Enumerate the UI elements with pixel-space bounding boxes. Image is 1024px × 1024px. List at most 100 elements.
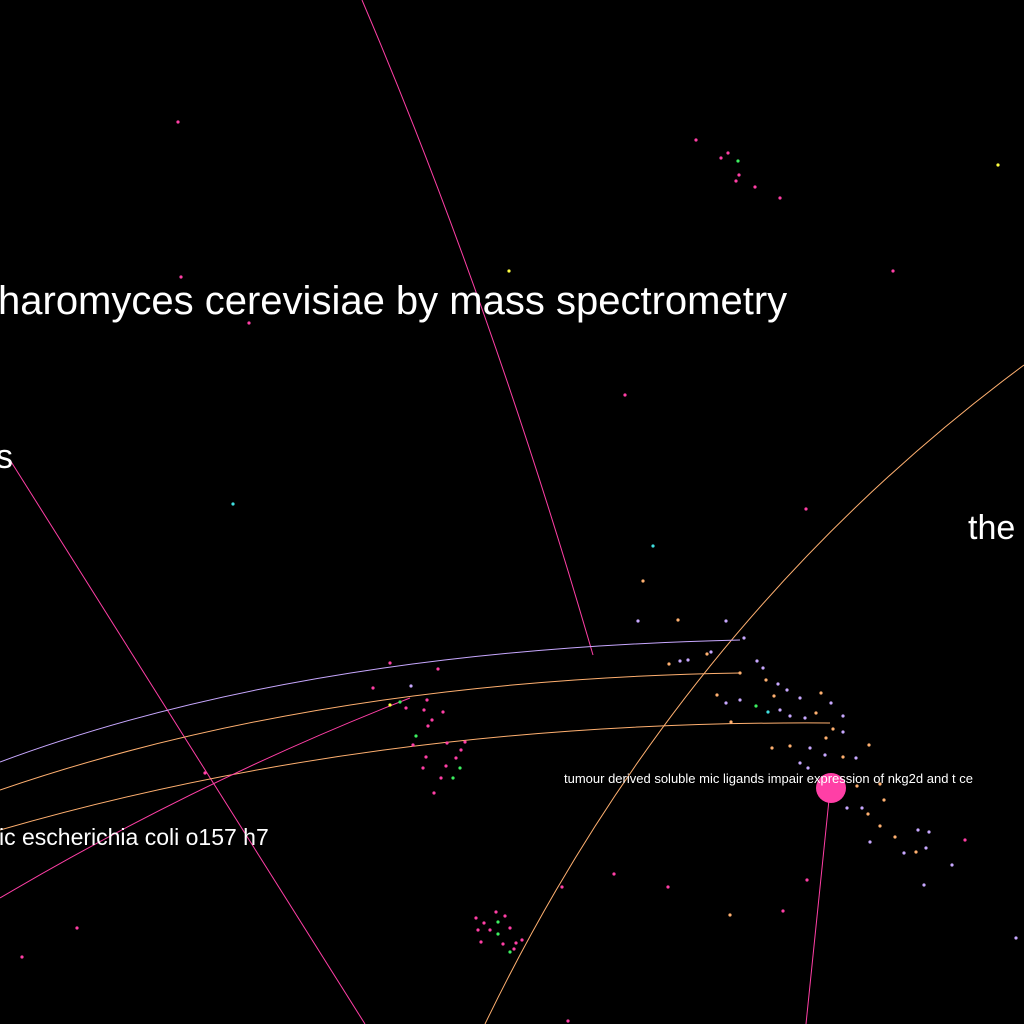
graph-node[interactable] — [425, 698, 429, 702]
graph-node[interactable] — [824, 736, 828, 740]
graph-node[interactable] — [878, 824, 882, 828]
graph-node[interactable] — [724, 701, 728, 705]
node-label-fragment-right[interactable]: the — [968, 509, 1016, 547]
graph-node[interactable] — [75, 926, 79, 930]
graph-node[interactable] — [508, 926, 512, 930]
graph-node[interactable] — [866, 812, 870, 816]
graph-node[interactable] — [176, 120, 180, 124]
graph-node[interactable] — [738, 698, 742, 702]
graph-node[interactable] — [893, 835, 897, 839]
graph-node[interactable] — [742, 636, 746, 640]
graph-node[interactable] — [426, 724, 430, 728]
graph-node[interactable] — [854, 756, 858, 760]
graph-node[interactable] — [737, 173, 741, 177]
graph-node[interactable] — [388, 661, 392, 665]
graph-node[interactable] — [451, 776, 455, 780]
graph-node[interactable] — [430, 718, 434, 722]
graph-node[interactable] — [439, 776, 443, 780]
graph-node[interactable] — [479, 940, 483, 944]
graph-node[interactable] — [719, 156, 723, 160]
graph-node[interactable] — [996, 163, 1000, 167]
graph-node[interactable] — [705, 652, 709, 656]
graph-node[interactable] — [882, 798, 886, 802]
graph-node[interactable] — [770, 746, 774, 750]
graph-node[interactable] — [914, 850, 918, 854]
graph-node[interactable] — [788, 714, 792, 718]
graph-node[interactable] — [636, 619, 640, 623]
graph-node[interactable] — [520, 938, 524, 942]
graph-node[interactable] — [728, 913, 732, 917]
graph-node[interactable] — [503, 914, 507, 918]
graph-node[interactable] — [922, 883, 926, 887]
graph-node[interactable] — [247, 321, 251, 325]
graph-node[interactable] — [829, 701, 833, 705]
graph-node[interactable] — [179, 275, 183, 279]
graph-node[interactable] — [20, 955, 24, 959]
graph-node[interactable] — [432, 791, 436, 795]
node-label-fragment-left[interactable]: s — [0, 438, 13, 476]
graph-node[interactable] — [623, 393, 627, 397]
graph-node[interactable] — [421, 766, 425, 770]
graph-node[interactable] — [860, 806, 864, 810]
graph-node[interactable] — [753, 185, 757, 189]
graph-node[interactable] — [560, 885, 564, 889]
graph-node[interactable] — [766, 710, 770, 714]
graph-node[interactable] — [388, 703, 392, 707]
graph-node[interactable] — [476, 928, 480, 932]
graph-node[interactable] — [841, 714, 845, 718]
graph-node[interactable] — [841, 730, 845, 734]
graph-node[interactable] — [398, 700, 402, 704]
graph-node[interactable] — [422, 708, 426, 712]
graph-node[interactable] — [474, 916, 478, 920]
graph-node[interactable] — [424, 755, 428, 759]
graph-node[interactable] — [507, 269, 511, 273]
graph-node[interactable] — [463, 740, 467, 744]
graph-node[interactable] — [726, 151, 730, 155]
graph-node[interactable] — [667, 662, 671, 666]
graph-node[interactable] — [203, 771, 207, 775]
graph-node[interactable] — [819, 691, 823, 695]
graph-node[interactable] — [798, 761, 802, 765]
graph-node[interactable] — [805, 878, 809, 882]
graph-node[interactable] — [709, 650, 713, 654]
graph-node[interactable] — [1014, 936, 1018, 940]
graph-node[interactable] — [798, 696, 802, 700]
graph-node[interactable] — [694, 138, 698, 142]
graph-node[interactable] — [496, 920, 500, 924]
graph-node[interactable] — [831, 727, 835, 731]
graph-node[interactable] — [734, 179, 738, 183]
graph-node[interactable] — [841, 755, 845, 759]
graph-node[interactable] — [231, 502, 235, 506]
graph-node[interactable] — [371, 686, 375, 690]
graph-node[interactable] — [916, 828, 920, 832]
graph-node[interactable] — [950, 863, 954, 867]
graph-node[interactable] — [761, 666, 765, 670]
graph-node[interactable] — [512, 947, 516, 951]
graph-node[interactable] — [902, 851, 906, 855]
graph-node[interactable] — [641, 579, 645, 583]
graph-node[interactable] — [715, 693, 719, 697]
node-label-saccharomyces[interactable]: haromyces cerevisiae by mass spectrometr… — [0, 279, 788, 323]
graph-node[interactable] — [963, 838, 967, 842]
graph-node[interactable] — [678, 659, 682, 663]
graph-node[interactable] — [482, 921, 486, 925]
graph-node[interactable] — [868, 840, 872, 844]
graph-node[interactable] — [788, 744, 792, 748]
graph-node[interactable] — [566, 1019, 570, 1023]
graph-node[interactable] — [612, 872, 616, 876]
graph-node[interactable] — [686, 658, 690, 662]
graph-node[interactable] — [651, 544, 655, 548]
graph-node[interactable] — [729, 720, 733, 724]
graph-node[interactable] — [458, 766, 462, 770]
graph-node[interactable] — [414, 734, 418, 738]
graph-node[interactable] — [488, 928, 492, 932]
graph-node[interactable] — [808, 746, 812, 750]
node-label-escherichia[interactable]: ic escherichia coli o157 h7 — [0, 824, 269, 850]
graph-node[interactable] — [494, 910, 498, 914]
graph-node[interactable] — [778, 196, 782, 200]
graph-node[interactable] — [454, 756, 458, 760]
graph-node[interactable] — [441, 710, 445, 714]
graph-node[interactable] — [778, 708, 782, 712]
graph-node[interactable] — [666, 885, 670, 889]
graph-node[interactable] — [436, 667, 440, 671]
